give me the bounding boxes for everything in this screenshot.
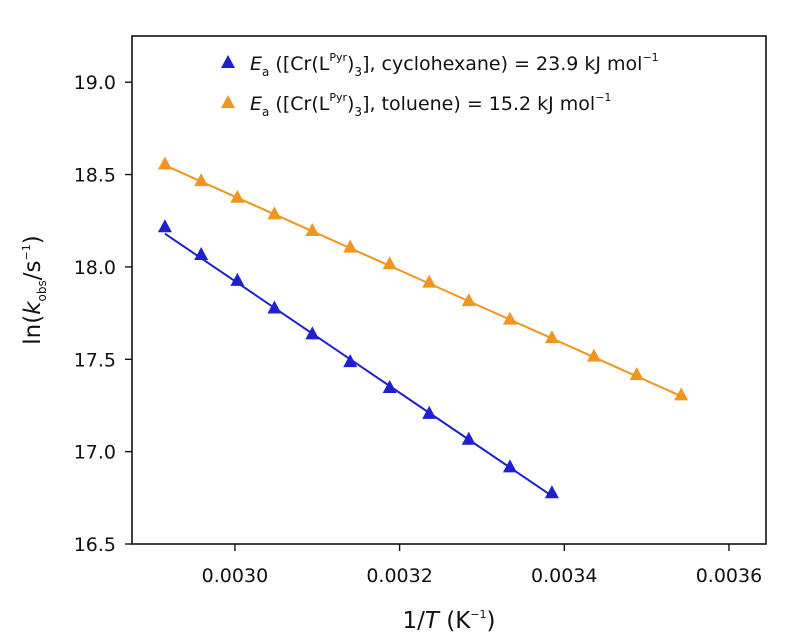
data-point-toluene (343, 239, 358, 253)
x-axis-label: 1/T (K−1) (402, 608, 495, 634)
legend: Ea ([Cr(LPyr)3], cyclohexane) = 23.9 kJ … (221, 51, 659, 119)
y-tick-label: 19.0 (74, 72, 116, 94)
data-point-toluene (157, 156, 172, 170)
fit-line-cyclohexane (164, 232, 553, 497)
x-tick-label: 0.0030 (202, 565, 268, 587)
plot-frame (131, 35, 767, 545)
y-tick-label: 16.5 (74, 534, 116, 556)
data-point-cyclohexane (544, 485, 559, 499)
fit-lines (164, 164, 682, 497)
data-point-toluene (674, 387, 689, 401)
data-point-toluene (267, 206, 282, 220)
data-point-toluene (230, 189, 245, 203)
data-point-cyclohexane (502, 459, 517, 473)
data-point-toluene (586, 348, 601, 362)
data-point-toluene (461, 293, 476, 307)
data-point-cyclohexane (422, 405, 437, 419)
data-point-toluene (544, 330, 559, 344)
data-point-cyclohexane (194, 246, 209, 260)
data-point-toluene (502, 311, 517, 325)
y-tick-label: 18.5 (74, 165, 116, 187)
data-point-cyclohexane (230, 272, 245, 286)
y-tick-label: 18.0 (74, 257, 116, 279)
data-point-cyclohexane (305, 326, 320, 340)
data-point-toluene (629, 367, 644, 381)
data-point-toluene (422, 274, 437, 288)
data-point-toluene (382, 256, 397, 270)
data-points (157, 156, 689, 499)
y-tick-label: 17.0 (74, 442, 116, 464)
legend-label-cyclohexane: Ea ([Cr(LPyr)3], cyclohexane) = 23.9 kJ … (250, 51, 659, 79)
data-point-toluene (194, 173, 209, 187)
y-tick-label: 17.5 (74, 349, 116, 371)
data-point-cyclohexane (461, 431, 476, 445)
legend-entry-cyclohexane: Ea ([Cr(LPyr)3], cyclohexane) = 23.9 kJ … (221, 51, 659, 79)
data-point-cyclohexane (157, 219, 172, 233)
legend-entry-toluene: Ea ([Cr(LPyr)3], toluene) = 15.2 kJ mol−… (221, 91, 611, 119)
x-tick-label: 0.0032 (366, 565, 432, 587)
data-point-cyclohexane (382, 379, 397, 393)
legend-marker-cyclohexane (221, 55, 235, 68)
legend-marker-toluene (221, 95, 235, 108)
x-tick-label: 0.0034 (531, 565, 597, 587)
y-axis-label: ln(kobs/s−1) (20, 235, 49, 344)
x-tick-label: 0.0036 (696, 565, 762, 587)
data-point-toluene (305, 222, 320, 236)
data-point-cyclohexane (343, 354, 358, 368)
axis-ticks: 0.0030 0.0032 0.0034 0.0036 16.5 17.0 17.5 18.0… (74, 72, 763, 587)
data-point-cyclohexane (267, 300, 282, 314)
legend-label-toluene: Ea ([Cr(LPyr)3], toluene) = 15.2 kJ mol−… (250, 91, 611, 119)
